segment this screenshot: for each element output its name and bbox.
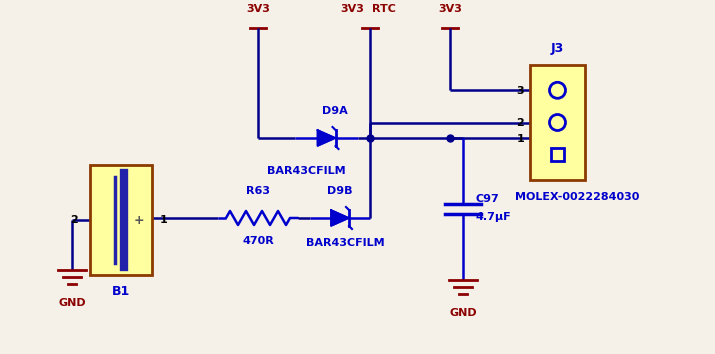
Text: 4.7μF: 4.7μF [475,212,511,222]
Text: BAR43CFILM: BAR43CFILM [306,238,385,248]
Text: MOLEX-0022284030: MOLEX-0022284030 [516,192,640,202]
Text: 3: 3 [516,86,524,96]
Text: 1: 1 [160,215,168,225]
Polygon shape [331,210,349,226]
Text: GND: GND [58,298,86,308]
Text: C97: C97 [475,194,499,204]
Text: 2: 2 [516,119,524,129]
Text: BAR43CFILM: BAR43CFILM [267,166,346,176]
Bar [551,148,564,161]
Text: J3: J3 [551,42,564,55]
Polygon shape [317,130,335,146]
Text: 1: 1 [516,134,524,144]
Text: 3V3: 3V3 [246,4,270,14]
Text: 2: 2 [70,215,78,225]
Text: 3V3: 3V3 [438,4,462,14]
Text: D9A: D9A [322,106,347,116]
Text: +: + [134,213,144,227]
Text: RTC: RTC [372,4,396,14]
Bar [530,65,585,180]
Text: GND: GND [449,308,477,318]
Bar [90,165,152,275]
Text: R63: R63 [246,186,270,196]
Text: D9B: D9B [327,186,352,196]
Text: 3V3: 3V3 [340,4,364,14]
Text: 470R: 470R [242,236,274,246]
Text: B1: B1 [112,285,130,298]
